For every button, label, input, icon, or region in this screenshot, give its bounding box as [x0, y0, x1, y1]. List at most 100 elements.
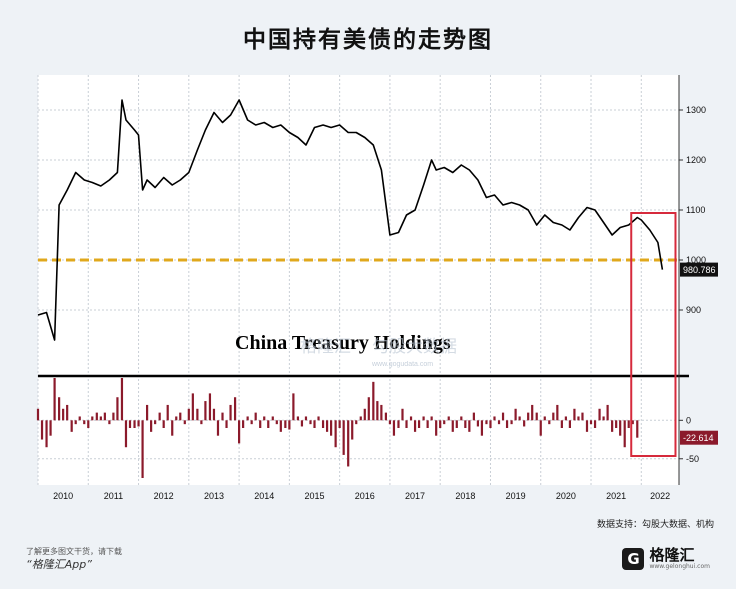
change-bar: [543, 416, 546, 421]
change-bar: [200, 420, 203, 425]
x-ticks: 2010 2011 2012 2013 2014 2015 2016 2017 2018 2019…: [53, 491, 670, 501]
change-bar: [296, 416, 300, 421]
change-bar: [91, 416, 94, 421]
change-bar: [401, 408, 404, 421]
change-bar: [58, 397, 61, 421]
change-bar: [451, 420, 454, 432]
year-gridlines: [37, 75, 642, 485]
change-bar: [447, 416, 450, 421]
change-bar: [263, 416, 266, 421]
page-headline: 中国持有美债的走势图: [243, 27, 493, 53]
change-bar: [233, 397, 237, 421]
brand-mark-icon: G: [622, 548, 645, 570]
change-bar: [83, 420, 86, 425]
change-bar: [40, 420, 44, 440]
promo-line: 了解更多图文干货，请下载: [26, 547, 122, 556]
change-bar: [376, 401, 379, 421]
change-bar: [564, 416, 567, 421]
watermark-text: 勾股大数据: [372, 337, 457, 356]
x-tick-label: 2021: [606, 491, 626, 501]
x-tick-label: 2016: [355, 491, 375, 501]
change-bar: [62, 408, 65, 421]
x-tick-label: 2013: [204, 491, 224, 501]
lower-tick-label: 0: [686, 415, 691, 425]
change-bar: [304, 416, 308, 421]
change-bar: [485, 420, 488, 425]
change-bar: [347, 420, 350, 467]
change-bar: [317, 416, 320, 421]
change-bar: [363, 408, 366, 421]
x-tick-label: 2022: [650, 491, 670, 501]
change-bar: [150, 420, 153, 432]
change-bar: [133, 420, 136, 428]
change-bar: [275, 420, 278, 425]
upper-tick-label: 1300: [686, 105, 706, 115]
change-bar: [514, 408, 517, 421]
x-tick-label: 2020: [556, 491, 576, 501]
change-bar: [417, 420, 421, 428]
change-bar: [523, 420, 526, 427]
change-bar: [95, 412, 98, 421]
change-bar: [267, 420, 270, 428]
change-bar: [103, 412, 106, 421]
plot-background: [38, 75, 679, 485]
change-bar: [229, 404, 232, 421]
change-bar: [464, 420, 467, 428]
change-bar: [472, 412, 475, 421]
x-tick-label: 2012: [154, 491, 174, 501]
change-bar: [527, 412, 530, 421]
change-bar: [154, 420, 157, 425]
change-bar: [367, 397, 370, 421]
change-bar: [577, 416, 580, 421]
change-bar: [593, 420, 597, 428]
lower-tick-label: -50: [686, 454, 699, 464]
change-bar: [171, 420, 174, 436]
change-bar: [112, 412, 115, 421]
change-bar: [78, 416, 81, 421]
change-bar: [501, 412, 505, 421]
change-bar: [598, 408, 601, 421]
last-value-labels: 980.786 -22.614: [680, 262, 718, 445]
change-bar: [405, 420, 408, 428]
change-bar: [108, 420, 111, 425]
change-bar: [430, 416, 433, 421]
change-bar: [480, 420, 484, 436]
change-bar: [388, 420, 392, 425]
change-bar: [636, 420, 639, 438]
change-bar: [623, 420, 626, 448]
watermark-url: www.gogudata.com: [371, 361, 433, 368]
change-bar: [137, 420, 140, 427]
change-bar: [443, 420, 446, 425]
change-bar: [460, 416, 463, 421]
x-tick-label: 2010: [53, 491, 73, 501]
change-bar: [162, 420, 165, 428]
change-bar: [216, 420, 220, 436]
x-tick-label: 2019: [506, 491, 526, 501]
change-bar: [208, 393, 212, 421]
change-bar: [128, 420, 132, 428]
change-bar: [242, 420, 245, 428]
brand-logo: G 格隆汇 www.gelonghui.com: [622, 548, 710, 570]
change-bar: [518, 416, 521, 421]
change-bar: [158, 412, 161, 421]
change-bar: [619, 420, 622, 436]
change-bar: [321, 420, 325, 428]
change-bar: [99, 416, 102, 421]
upper-y-ticks: 900 1000 1100 1200 1300: [678, 75, 706, 485]
upper-last-value-box: [680, 262, 718, 277]
change-bar: [300, 420, 304, 427]
change-bar: [259, 420, 262, 428]
change-bar: [573, 408, 576, 421]
change-bar: [313, 420, 316, 428]
footer-promo: 了解更多图文干货，请下载 “格隆汇App”: [26, 545, 122, 571]
change-bar: [505, 420, 509, 428]
x-tick-label: 2014: [254, 491, 274, 501]
change-bar: [292, 393, 295, 421]
change-bar: [589, 420, 593, 425]
change-bar: [254, 412, 257, 421]
change-bar: [141, 420, 144, 478]
change-bar: [342, 420, 345, 455]
change-bar: [116, 397, 119, 421]
change-bar: [611, 420, 614, 432]
change-bar: [284, 420, 287, 428]
